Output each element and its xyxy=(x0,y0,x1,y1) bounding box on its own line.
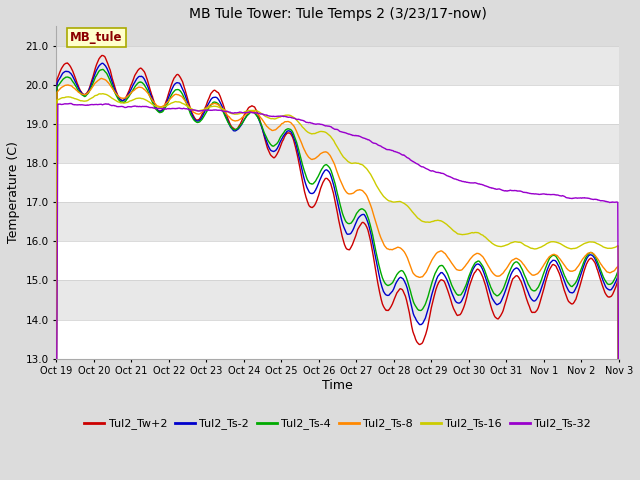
Bar xyxy=(56,202,619,241)
Title: MB Tule Tower: Tule Temps 2 (3/23/17-now): MB Tule Tower: Tule Temps 2 (3/23/17-now… xyxy=(189,7,486,21)
Bar xyxy=(56,85,619,124)
Legend: Tul2_Tw+2, Tul2_Ts-2, Tul2_Ts-4, Tul2_Ts-8, Tul2_Ts-16, Tul2_Ts-32: Tul2_Tw+2, Tul2_Ts-2, Tul2_Ts-4, Tul2_Ts… xyxy=(80,414,595,434)
Bar xyxy=(56,124,619,163)
Bar xyxy=(56,280,619,320)
Bar xyxy=(56,241,619,280)
Bar xyxy=(56,163,619,202)
Bar xyxy=(56,320,619,359)
Y-axis label: Temperature (C): Temperature (C) xyxy=(7,142,20,243)
X-axis label: Time: Time xyxy=(322,379,353,392)
Text: MB_tule: MB_tule xyxy=(70,31,123,44)
Bar xyxy=(56,46,619,85)
